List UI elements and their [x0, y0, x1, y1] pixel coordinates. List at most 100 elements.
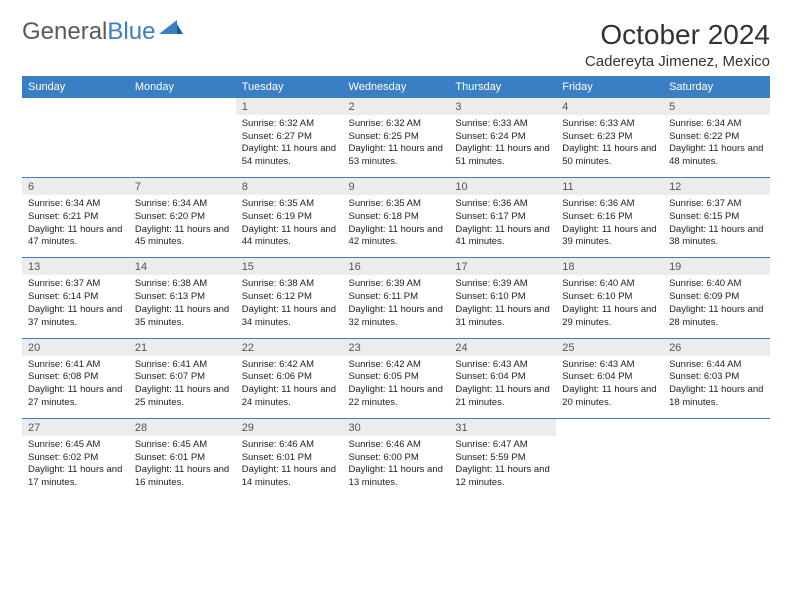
sunset-text: Sunset: 6:21 PM [28, 211, 123, 224]
daylight-text: Daylight: 11 hours and 16 minutes. [135, 464, 230, 490]
day-cell: Sunrise: 6:39 AMSunset: 6:10 PMDaylight:… [449, 275, 556, 338]
day-cell: Sunrise: 6:42 AMSunset: 6:05 PMDaylight:… [343, 356, 450, 419]
day-number: 14 [129, 258, 236, 275]
sunrise-text: Sunrise: 6:47 AM [455, 439, 550, 452]
sunrise-text: Sunrise: 6:46 AM [242, 439, 337, 452]
sunrise-text: Sunrise: 6:32 AM [242, 118, 337, 131]
day-cell: Sunrise: 6:40 AMSunset: 6:09 PMDaylight:… [663, 275, 770, 338]
day-cell: Sunrise: 6:46 AMSunset: 6:01 PMDaylight:… [236, 436, 343, 498]
sunrise-text: Sunrise: 6:46 AM [349, 439, 444, 452]
day-cell: Sunrise: 6:36 AMSunset: 6:17 PMDaylight:… [449, 195, 556, 258]
day-data-row: Sunrise: 6:37 AMSunset: 6:14 PMDaylight:… [22, 275, 770, 338]
daylight-text: Daylight: 11 hours and 53 minutes. [349, 143, 444, 169]
sunset-text: Sunset: 6:06 PM [242, 371, 337, 384]
daylight-text: Daylight: 11 hours and 42 minutes. [349, 224, 444, 250]
day-number: 8 [236, 178, 343, 195]
sunset-text: Sunset: 6:00 PM [349, 452, 444, 465]
day-number: 10 [449, 178, 556, 195]
day-cell: Sunrise: 6:46 AMSunset: 6:00 PMDaylight:… [343, 436, 450, 498]
daylight-text: Daylight: 11 hours and 14 minutes. [242, 464, 337, 490]
sunrise-text: Sunrise: 6:32 AM [349, 118, 444, 131]
daylight-text: Daylight: 11 hours and 22 minutes. [349, 384, 444, 410]
day-number [556, 419, 663, 436]
sunset-text: Sunset: 6:07 PM [135, 371, 230, 384]
sunrise-text: Sunrise: 6:36 AM [455, 198, 550, 211]
day-header-row: Sunday Monday Tuesday Wednesday Thursday… [22, 76, 770, 98]
sunrise-text: Sunrise: 6:35 AM [349, 198, 444, 211]
sunset-text: Sunset: 6:16 PM [562, 211, 657, 224]
day-number: 13 [22, 258, 129, 275]
sunset-text: Sunset: 5:59 PM [455, 452, 550, 465]
sunset-text: Sunset: 6:23 PM [562, 131, 657, 144]
sunset-text: Sunset: 6:14 PM [28, 291, 123, 304]
day-header: Friday [556, 76, 663, 98]
sunrise-text: Sunrise: 6:41 AM [28, 359, 123, 372]
brand-logo: GeneralBlue [22, 20, 183, 44]
day-number-row: 2728293031 [22, 419, 770, 436]
day-number: 17 [449, 258, 556, 275]
daylight-text: Daylight: 11 hours and 25 minutes. [135, 384, 230, 410]
day-number: 31 [449, 419, 556, 436]
day-number: 6 [22, 178, 129, 195]
day-header: Thursday [449, 76, 556, 98]
day-number: 9 [343, 178, 450, 195]
sunrise-text: Sunrise: 6:36 AM [562, 198, 657, 211]
day-cell [129, 115, 236, 178]
sunset-text: Sunset: 6:10 PM [455, 291, 550, 304]
day-cell: Sunrise: 6:38 AMSunset: 6:12 PMDaylight:… [236, 275, 343, 338]
sunset-text: Sunset: 6:09 PM [669, 291, 764, 304]
day-cell: Sunrise: 6:32 AMSunset: 6:27 PMDaylight:… [236, 115, 343, 178]
sunrise-text: Sunrise: 6:35 AM [242, 198, 337, 211]
day-cell [22, 115, 129, 178]
day-cell: Sunrise: 6:41 AMSunset: 6:07 PMDaylight:… [129, 356, 236, 419]
calendar-page: GeneralBlue October 2024 Cadereyta Jimen… [0, 0, 792, 612]
daylight-text: Daylight: 11 hours and 51 minutes. [455, 143, 550, 169]
sunrise-text: Sunrise: 6:42 AM [349, 359, 444, 372]
sunrise-text: Sunrise: 6:39 AM [349, 278, 444, 291]
day-cell: Sunrise: 6:42 AMSunset: 6:06 PMDaylight:… [236, 356, 343, 419]
day-cell: Sunrise: 6:41 AMSunset: 6:08 PMDaylight:… [22, 356, 129, 419]
daylight-text: Daylight: 11 hours and 45 minutes. [135, 224, 230, 250]
sunrise-text: Sunrise: 6:44 AM [669, 359, 764, 372]
brand-part1: General [22, 20, 107, 44]
day-number [663, 419, 770, 436]
daylight-text: Daylight: 11 hours and 17 minutes. [28, 464, 123, 490]
sunrise-text: Sunrise: 6:42 AM [242, 359, 337, 372]
sunrise-text: Sunrise: 6:43 AM [455, 359, 550, 372]
title-block: October 2024 Cadereyta Jimenez, Mexico [585, 20, 770, 70]
day-header: Monday [129, 76, 236, 98]
day-number [22, 98, 129, 115]
location-label: Cadereyta Jimenez, Mexico [585, 53, 770, 70]
sunrise-text: Sunrise: 6:41 AM [135, 359, 230, 372]
day-number: 15 [236, 258, 343, 275]
sunset-text: Sunset: 6:20 PM [135, 211, 230, 224]
day-data-row: Sunrise: 6:45 AMSunset: 6:02 PMDaylight:… [22, 436, 770, 498]
sunrise-text: Sunrise: 6:38 AM [135, 278, 230, 291]
daylight-text: Daylight: 11 hours and 34 minutes. [242, 304, 337, 330]
day-header: Sunday [22, 76, 129, 98]
day-number: 2 [343, 98, 450, 115]
day-number: 22 [236, 339, 343, 356]
day-number: 23 [343, 339, 450, 356]
sunset-text: Sunset: 6:08 PM [28, 371, 123, 384]
day-number: 4 [556, 98, 663, 115]
day-cell: Sunrise: 6:45 AMSunset: 6:01 PMDaylight:… [129, 436, 236, 498]
day-cell: Sunrise: 6:33 AMSunset: 6:24 PMDaylight:… [449, 115, 556, 178]
sunrise-text: Sunrise: 6:34 AM [669, 118, 764, 131]
sunrise-text: Sunrise: 6:33 AM [562, 118, 657, 131]
day-number: 26 [663, 339, 770, 356]
sunset-text: Sunset: 6:01 PM [135, 452, 230, 465]
day-cell [556, 436, 663, 498]
day-number: 28 [129, 419, 236, 436]
day-number-row: 12345 [22, 98, 770, 115]
day-data-row: Sunrise: 6:34 AMSunset: 6:21 PMDaylight:… [22, 195, 770, 258]
daylight-text: Daylight: 11 hours and 31 minutes. [455, 304, 550, 330]
day-number-row: 6789101112 [22, 178, 770, 195]
day-cell: Sunrise: 6:34 AMSunset: 6:21 PMDaylight:… [22, 195, 129, 258]
sunrise-text: Sunrise: 6:33 AM [455, 118, 550, 131]
sunset-text: Sunset: 6:02 PM [28, 452, 123, 465]
day-cell: Sunrise: 6:37 AMSunset: 6:15 PMDaylight:… [663, 195, 770, 258]
day-number-row: 13141516171819 [22, 258, 770, 275]
daylight-text: Daylight: 11 hours and 24 minutes. [242, 384, 337, 410]
sunrise-text: Sunrise: 6:38 AM [242, 278, 337, 291]
